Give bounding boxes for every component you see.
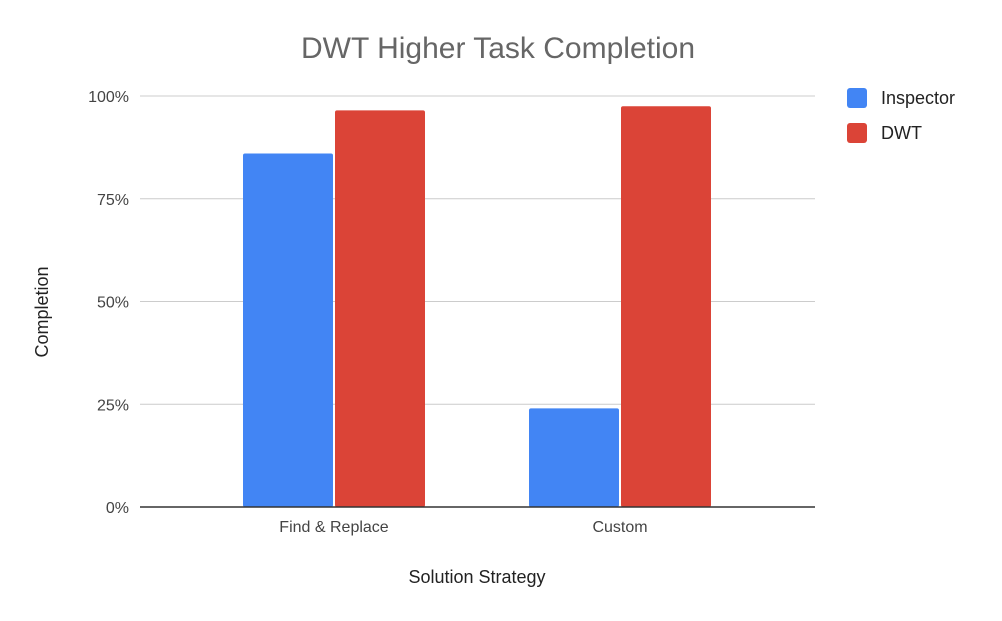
bar-inspector-2	[529, 408, 619, 507]
legend-swatch-inspector	[847, 88, 867, 108]
x-axis-title: Solution Strategy	[408, 567, 545, 587]
legend-swatch-dwt	[847, 123, 867, 143]
grid	[140, 95, 815, 405]
bar-dwt-2	[621, 106, 711, 508]
x-tick-label: Find & Replace	[279, 519, 388, 536]
y-tick-label: 75%	[97, 192, 129, 209]
x-axis-ticks: Find & Replace Custom	[279, 519, 647, 536]
x-tick-label: Custom	[592, 519, 647, 536]
legend-label-dwt: DWT	[881, 123, 922, 143]
y-axis-ticks: 0% 25% 50% 75% 100%	[88, 89, 129, 517]
legend-label-inspector: Inspector	[881, 88, 955, 108]
y-tick-label: 100%	[88, 89, 129, 106]
y-tick-label: 0%	[106, 500, 129, 517]
y-tick-label: 50%	[97, 295, 129, 312]
legend: Inspector DWT	[847, 88, 955, 143]
y-tick-label: 25%	[97, 397, 129, 414]
chart-title: DWT Higher Task Completion	[301, 32, 695, 65]
bar-dwt-1	[335, 110, 425, 507]
bars	[243, 106, 711, 508]
bar-inspector-1	[243, 153, 333, 508]
y-axis-title: Completion	[32, 266, 52, 357]
